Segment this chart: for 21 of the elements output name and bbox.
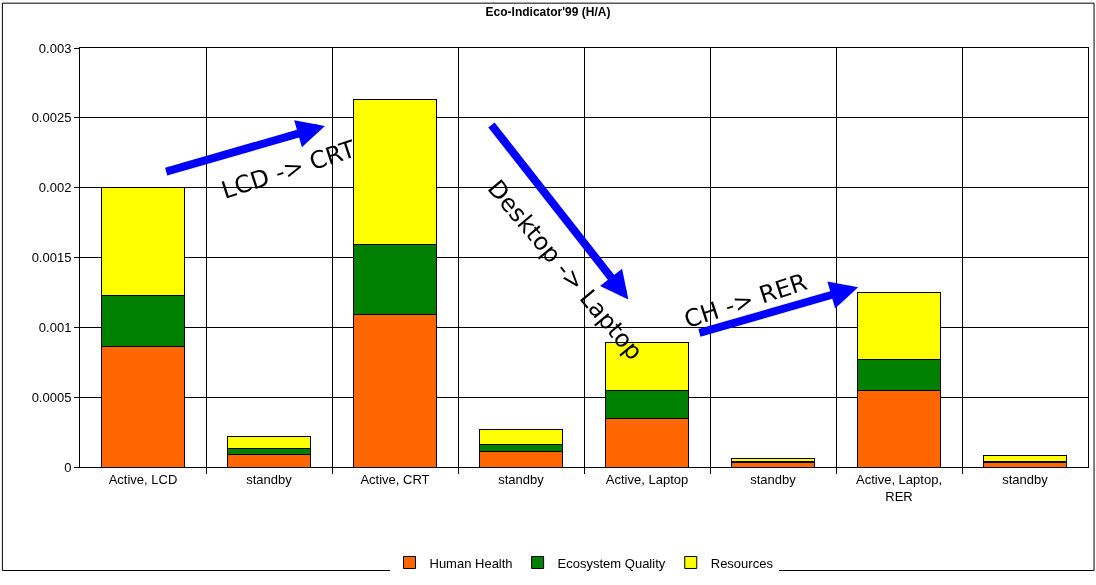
y-tick-label: 0.0015 [31,250,72,266]
y-tick-label: 0.002 [38,180,72,196]
x-tick-label: standby [498,471,545,487]
y-tick-label: 0.003 [38,40,72,56]
chart-title: Eco-Indicator'99 (H/A) [485,5,611,20]
x-tick-label: standby [750,471,797,487]
legend-label: Resources [710,555,774,571]
y-tick-label: 0 [64,459,72,475]
x-tick-label: Active, LCD [108,471,178,487]
y-tick-label: 0.0005 [31,389,72,405]
x-tick-label: Active, CRT [360,471,430,487]
legend-label: Human Health [429,555,513,571]
x-tick-label: standby [246,471,293,487]
y-tick-label: 0.001 [38,319,72,335]
legend-label: Ecosystem Quality [557,555,666,571]
y-tick-label: 0.0025 [31,110,72,126]
x-tick-label: standby [1002,471,1049,487]
x-tick-label: Active, Laptop, RER [856,471,942,504]
x-tick-label: Active, Laptop [605,471,689,487]
annotation: CH -> RER [680,267,811,334]
annotation: LCD -> CRT [217,134,360,205]
